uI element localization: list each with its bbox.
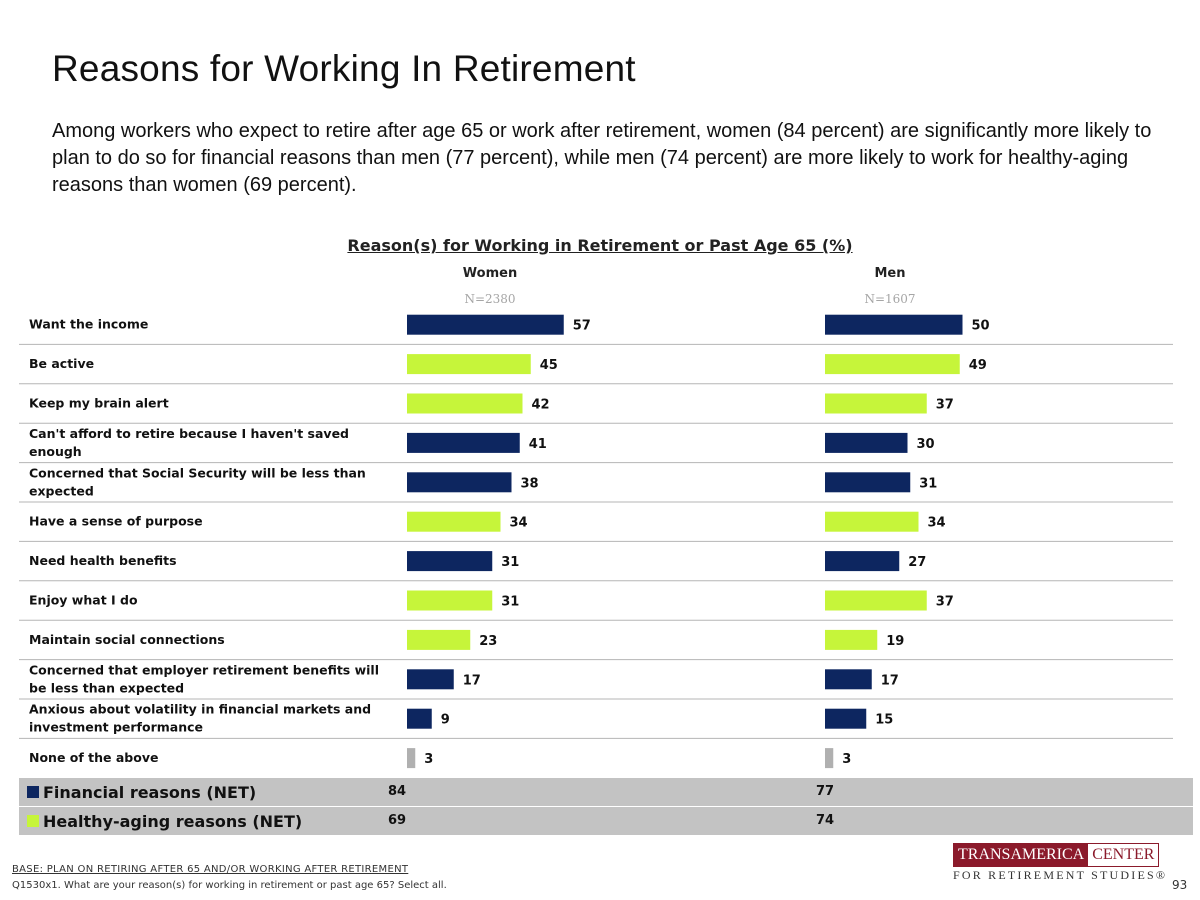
category-label: None of the above	[29, 750, 158, 765]
financial-swatch	[27, 786, 39, 798]
men-column-header: Men	[874, 266, 906, 281]
financial-net-men: 77	[816, 784, 835, 799]
men-sample-size: N=1607	[864, 292, 916, 306]
chart-title: Reason(s) for Working in Retirement or P…	[347, 236, 853, 255]
men-bar	[825, 432, 908, 453]
category-label: Want the income	[29, 317, 148, 332]
women-sample-size: N=2380	[464, 292, 516, 306]
page-title: Reasons for Working In Retirement	[52, 48, 636, 89]
category-label: Need health benefits	[29, 553, 177, 568]
financial-net-women: 84	[388, 784, 407, 799]
women-bar	[407, 590, 493, 611]
men-value-label: 15	[875, 713, 893, 728]
women-bar	[407, 629, 471, 650]
men-bar	[825, 748, 834, 769]
healthy-net-women: 69	[388, 813, 407, 828]
women-value-label: 57	[573, 319, 591, 334]
women-value-label: 41	[529, 437, 547, 452]
men-value-label: 31	[919, 476, 937, 491]
women-value-label: 17	[463, 673, 481, 688]
legend-financial-label: Financial reasons (NET)	[43, 783, 257, 802]
men-bar	[825, 472, 911, 493]
women-bar	[407, 669, 454, 690]
men-bar	[825, 708, 867, 729]
question-note: Q1530x1. What are your reason(s) for wor…	[12, 880, 447, 891]
women-value-label: 31	[501, 595, 519, 610]
women-value-label: 31	[501, 555, 519, 570]
men-value-label: 27	[908, 555, 926, 570]
women-bar	[407, 708, 432, 729]
page-subtitle: Among workers who expect to retire after…	[52, 120, 1152, 196]
women-value-label: 38	[521, 476, 539, 491]
category-label: Keep my brain alert	[29, 396, 169, 411]
category-label: Be active	[29, 356, 94, 371]
men-value-label: 37	[936, 398, 954, 413]
men-value-label: 19	[886, 634, 904, 649]
page-number: 93	[1172, 878, 1188, 892]
category-label: Maintain social connections	[29, 632, 225, 647]
men-bar	[825, 511, 919, 532]
logo-subtitle: FOR RETIREMENT STUDIES®	[953, 868, 1168, 882]
men-bar	[825, 590, 927, 611]
women-bar	[407, 551, 493, 572]
category-label: Have a sense of purpose	[29, 514, 203, 529]
men-bar	[825, 393, 927, 414]
men-value-label: 49	[969, 358, 987, 373]
women-bar	[407, 511, 501, 532]
men-value-label: 3	[842, 752, 851, 767]
base-note: BASE: PLAN ON RETIRING AFTER 65 AND/OR W…	[12, 864, 409, 875]
category-label: Concerned that employer retirement benef…	[29, 662, 379, 695]
healthy-swatch	[27, 815, 39, 827]
women-column-header: Women	[462, 266, 518, 281]
bar-chart: Want the income 57 50 Be active 45 49 Keep my …	[19, 314, 1173, 769]
men-value-label: 30	[917, 437, 935, 452]
logo-box: TRANSAMERICA CENTER	[953, 843, 1160, 867]
logo-center: CENTER	[1088, 844, 1159, 866]
category-label: Enjoy what I do	[29, 593, 138, 608]
category-label: Can't afford to retire because I haven't…	[29, 426, 349, 459]
men-value-label: 50	[972, 319, 990, 334]
logo-brand: TRANSAMERICA	[954, 844, 1089, 866]
men-bar	[825, 551, 900, 572]
men-bar	[825, 629, 878, 650]
category-label: Concerned that Social Security will be l…	[29, 465, 366, 498]
women-value-label: 9	[441, 713, 450, 728]
men-bar	[825, 354, 960, 375]
women-value-label: 34	[510, 516, 528, 531]
healthy-net-men: 74	[816, 813, 835, 828]
men-value-label: 37	[936, 595, 954, 610]
legend-healthy-label: Healthy-aging reasons (NET)	[43, 812, 303, 831]
women-value-label: 42	[532, 398, 550, 413]
women-bar	[407, 748, 416, 769]
transamerica-logo: TRANSAMERICA CENTER FOR RETIREMENT STUDI…	[953, 843, 1168, 883]
women-bar	[407, 354, 531, 375]
legend-financial-row: Financial reasons (NET) 84 77	[19, 778, 1193, 806]
women-value-label: 45	[540, 358, 558, 373]
category-label: Anxious about volatility in financial ma…	[29, 702, 371, 735]
women-bar	[407, 393, 523, 414]
women-bar	[407, 472, 512, 493]
women-bar	[407, 432, 520, 453]
women-bar	[407, 314, 564, 335]
men-value-label: 17	[881, 673, 899, 688]
women-value-label: 23	[479, 634, 497, 649]
men-bar	[825, 314, 963, 335]
legend-healthy-row: Healthy-aging reasons (NET) 69 74	[19, 807, 1193, 835]
men-bar	[825, 669, 872, 690]
women-value-label: 3	[424, 752, 433, 767]
men-value-label: 34	[928, 516, 946, 531]
